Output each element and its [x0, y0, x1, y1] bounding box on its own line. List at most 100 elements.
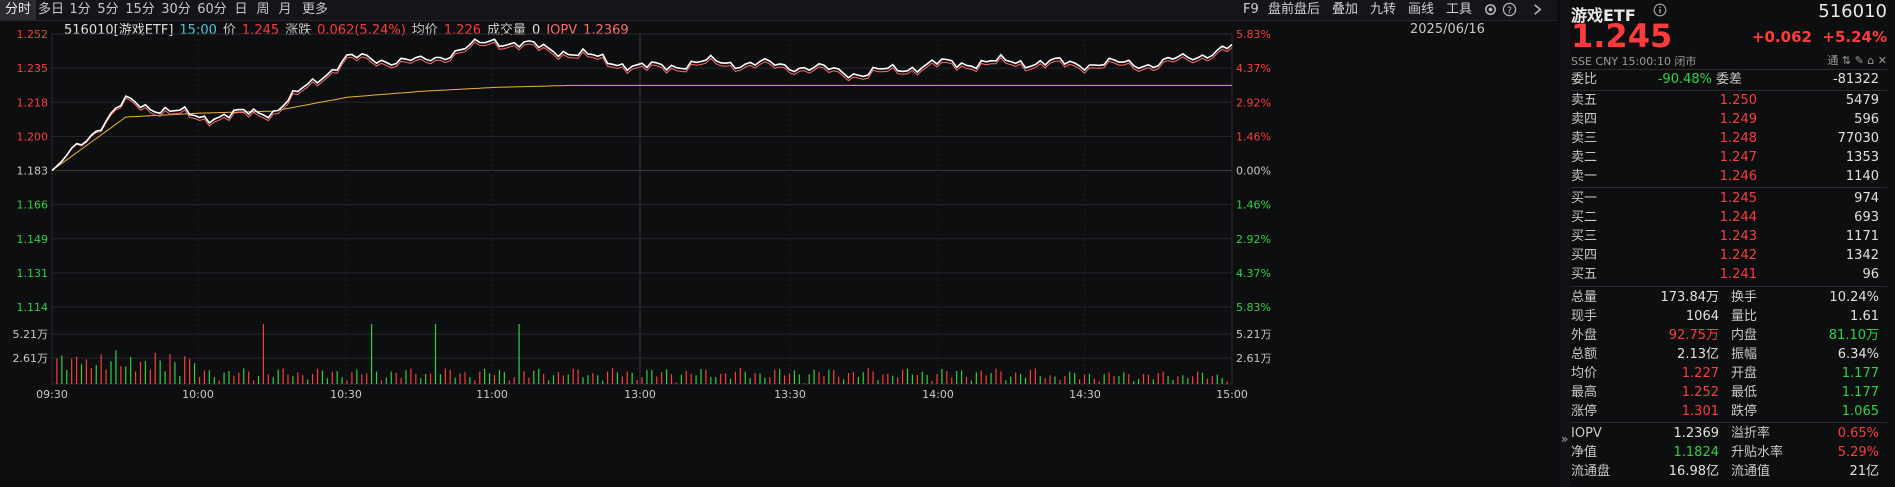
panel-collapse-bar[interactable]: » [1560, 0, 1570, 487]
stat-row: 流通盘 16.98亿 流通值 21亿 [1571, 462, 1887, 481]
f9-button[interactable]: F9 [1243, 2, 1259, 17]
divider [1571, 90, 1887, 91]
stat-label: 总额 [1571, 347, 1598, 362]
bid-row[interactable]: 买四 1.242 1342 [1571, 246, 1887, 265]
time-tick-label: 15:00 [1216, 388, 1248, 401]
stat-value: 1064 [1685, 309, 1719, 324]
bid-row-price: 1.241 [1719, 267, 1757, 282]
premarket-button[interactable]: 盘前盘后 [1268, 2, 1321, 17]
price-tick-label: 1.149 [17, 233, 49, 246]
ask-row-price: 1.249 [1719, 112, 1757, 127]
change-amount: +0.062 [1751, 28, 1812, 46]
stat-label: 最高 [1571, 385, 1598, 400]
bid-row[interactable]: 买五 1.241 96 [1571, 265, 1887, 284]
market-status: SSE CNY 15:00:10 闭市 [1571, 55, 1697, 68]
stat-value: 81.10万 [1828, 328, 1879, 343]
stat-label: 净值 [1571, 445, 1598, 460]
bid-row[interactable]: 买三 1.243 1171 [1571, 227, 1887, 246]
overlay-button[interactable]: 叠加 [1332, 2, 1359, 17]
tab-minute[interactable]: 分时 [0, 0, 36, 20]
info-icon[interactable] [1653, 3, 1667, 17]
intraday-chart[interactable]: 1.252 5.83% 1.235 4.37% 1.218 2.92% 1.200 1.46%… [0, 0, 1560, 487]
tab-5min[interactable]: 5分 [97, 2, 119, 17]
bid-row[interactable]: 买二 1.244 693 [1571, 208, 1887, 227]
ask-row[interactable]: 卖三 1.248 77030 [1571, 129, 1887, 148]
tab-multiday[interactable]: 多日 [37, 2, 64, 17]
collapse-arrow-icon[interactable]: » [1561, 432, 1569, 446]
time-tick-label: 13:00 [624, 388, 656, 401]
time-tick-label: 11:00 [476, 388, 508, 401]
bid-row-volume: 1171 [1845, 229, 1879, 244]
bid-row[interactable]: 买一 1.245 974 [1571, 189, 1887, 208]
pct-tick-label: 0.00% [1236, 165, 1271, 178]
pct-tick-label: 4.37% [1236, 62, 1271, 75]
bid-row-volume: 974 [1854, 191, 1879, 206]
stat-row: 现手 1064 量比 1.61 [1571, 307, 1887, 326]
ask-row-price: 1.248 [1719, 131, 1757, 146]
ask-row-volume: 77030 [1837, 131, 1879, 146]
chevron-right-icon[interactable] [1530, 2, 1545, 17]
bid-row-price: 1.244 [1719, 210, 1757, 225]
stat-row: 总额 2.13亿 振幅 6.34% [1571, 345, 1887, 364]
stat-label: 外盘 [1571, 328, 1598, 343]
chart-toolbar: 分时 多日 1分 5分 15分 30分 60分 日 周 月 更多 F9 盘前盘后… [0, 0, 1557, 21]
tab-1min[interactable]: 1分 [69, 2, 91, 17]
tools-button[interactable]: 工具 [1446, 2, 1473, 17]
ask-row-volume: 1140 [1845, 169, 1879, 184]
iopv-line [51, 41, 1233, 171]
tab-month[interactable]: 月 [278, 2, 292, 17]
price-tick-label: 1.235 [17, 62, 49, 75]
draw-line-button[interactable]: 画线 [1408, 2, 1435, 17]
stat-row: 均价 1.227 开盘 1.177 [1571, 364, 1887, 383]
stat-value: 1.1824 [1673, 445, 1720, 460]
bid-row-volume: 1342 [1845, 248, 1879, 263]
divider [1571, 69, 1887, 70]
ask-row[interactable]: 卖一 1.246 1140 [1571, 167, 1887, 186]
tab-day[interactable]: 日 [234, 2, 248, 17]
time-tick-label: 10:30 [330, 388, 362, 401]
stat-row: 净值 1.1824 升贴水率 5.29% [1571, 443, 1887, 462]
stat-value: 2.13亿 [1677, 347, 1719, 362]
weicha-value: -81322 [1832, 72, 1879, 87]
ask-row-label: 卖三 [1571, 131, 1598, 146]
volume-tick-label: 5.21万 [1236, 328, 1272, 341]
stat-label: 均价 [1571, 366, 1598, 381]
bid-row-label: 买三 [1571, 229, 1598, 244]
time-tick-label: 10:00 [182, 388, 214, 401]
stat-row: IOPV 1.2369 溢折率 0.65% [1571, 424, 1887, 443]
bid-row-volume: 96 [1862, 267, 1879, 282]
tab-15min[interactable]: 15分 [125, 2, 155, 17]
ask-row-label: 卖五 [1571, 93, 1598, 108]
ask-row[interactable]: 卖四 1.249 596 [1571, 110, 1887, 129]
stat-label: 换手 [1731, 290, 1758, 305]
ask-row-volume: 5479 [1845, 93, 1879, 108]
stat-value: 1.301 [1681, 404, 1719, 419]
help-icon[interactable]: ? [1502, 2, 1517, 17]
tab-60min[interactable]: 60分 [197, 2, 227, 17]
gear-icon[interactable] [1483, 2, 1498, 17]
stat-label: 溢折率 [1731, 426, 1771, 441]
price-tick-label: 1.114 [17, 301, 49, 314]
volume-tick-label: 2.61万 [1236, 352, 1272, 365]
stat-value: 1.252 [1681, 385, 1719, 400]
price-tick-label: 1.200 [17, 130, 49, 143]
tab-more[interactable]: 更多 [301, 2, 328, 17]
volume-tick-label: 5.21万 [13, 328, 49, 341]
volume-tick-label: 2.61万 [13, 352, 49, 365]
stat-value: 10.24% [1829, 290, 1879, 305]
stat-value: 92.75万 [1668, 328, 1719, 343]
tab-30min[interactable]: 30分 [161, 2, 191, 17]
svg-text:?: ? [1507, 5, 1512, 16]
ask-row[interactable]: 卖二 1.247 1353 [1571, 148, 1887, 167]
stat-value: 0.65% [1837, 426, 1879, 441]
tab-week[interactable]: 周 [256, 2, 270, 17]
volume-value: 0 [532, 23, 541, 38]
divider [1571, 286, 1887, 287]
pct-tick-label: 2.92% [1236, 233, 1271, 246]
bid-row-price: 1.243 [1719, 229, 1757, 244]
price-tick-label: 1.166 [17, 199, 49, 212]
panel-action-icons[interactable]: 通 ⇅ ✎ ⌂ ✕ [1827, 54, 1887, 67]
nine-turn-button[interactable]: 九转 [1370, 2, 1397, 17]
ask-row[interactable]: 卖五 1.250 5479 [1571, 91, 1887, 110]
bid-row-label: 买四 [1571, 248, 1598, 263]
